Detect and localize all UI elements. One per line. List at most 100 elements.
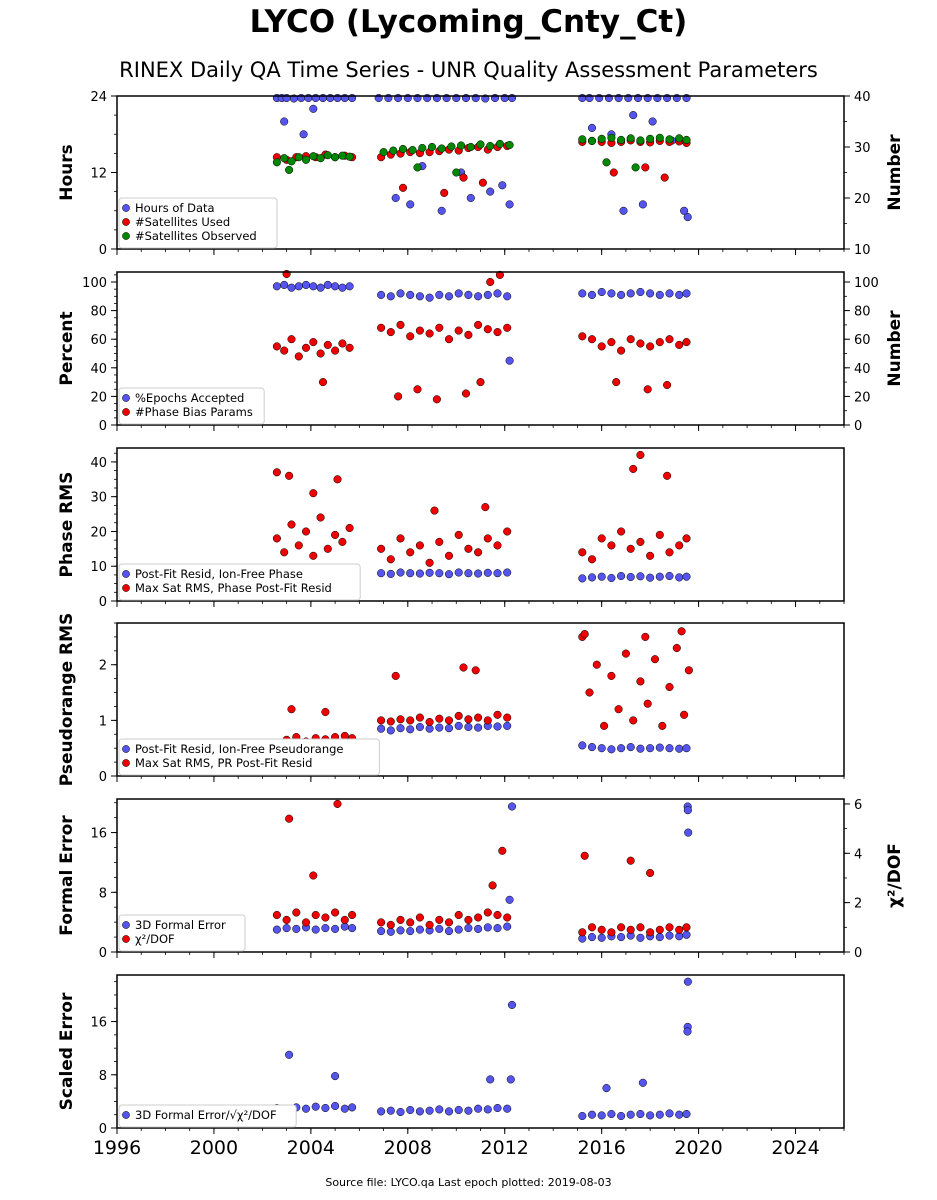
data-point-series2 <box>578 548 587 557</box>
data-point-series2 <box>629 716 638 725</box>
data-point-series1 <box>377 290 386 299</box>
data-point-series3 <box>418 143 427 153</box>
data-point-series1 <box>272 925 281 934</box>
legend-marker <box>122 204 130 212</box>
data-point-series3 <box>389 146 398 155</box>
data-point-series2 <box>316 513 325 522</box>
data-point-series2 <box>386 555 395 564</box>
data-point-series2 <box>309 871 318 880</box>
data-point-series2 <box>396 915 405 924</box>
data-point-series1 <box>406 725 415 734</box>
data-point-series1 <box>493 924 502 933</box>
data-point-series2 <box>621 649 630 658</box>
data-point-series1 <box>316 283 325 292</box>
data-point-series2 <box>440 188 449 197</box>
data-point-series2 <box>626 856 635 865</box>
data-point-series1 <box>483 923 492 932</box>
y-tick-label: 20 <box>90 525 107 540</box>
data-point-series2 <box>636 450 645 460</box>
data-point-series1 <box>406 200 415 209</box>
data-point-series2 <box>285 814 294 823</box>
data-point-series1 <box>682 1109 691 1119</box>
y-axis-label: Pseudorange RMS <box>57 613 77 787</box>
y-axis-label: Percent <box>57 311 77 385</box>
data-point-series2 <box>464 915 473 924</box>
data-point-series2 <box>340 915 349 924</box>
data-point-series2 <box>677 627 686 636</box>
data-point-series1 <box>435 290 444 299</box>
legend-marker <box>122 232 130 240</box>
data-point-series3 <box>607 133 616 142</box>
y-tick-label: 80 <box>90 305 107 320</box>
data-point-series3 <box>655 133 664 142</box>
data-point-series2 <box>626 335 635 344</box>
data-point-series1 <box>386 726 395 735</box>
data-point-series1 <box>435 569 444 578</box>
data-point-series1 <box>503 292 512 301</box>
data-point-series2 <box>493 710 502 719</box>
legend-marker <box>122 570 130 578</box>
y-tick-label: 0 <box>99 770 107 785</box>
plot-frame <box>116 95 845 250</box>
data-point-series2 <box>675 925 684 934</box>
legend-label: %Epochs Accepted <box>135 391 244 405</box>
data-point-series1 <box>464 1106 473 1115</box>
data-point-series1 <box>587 573 597 582</box>
y-right-tick-label: 30 <box>854 141 871 156</box>
data-point-series3 <box>437 144 446 153</box>
legend-marker <box>122 218 130 226</box>
data-point-series2 <box>646 928 655 937</box>
y-right-tick-label: 2 <box>854 897 862 912</box>
data-point-series2 <box>285 471 294 480</box>
data-point-series1 <box>597 933 606 942</box>
data-point-series2 <box>406 918 415 927</box>
data-point-series3 <box>285 165 294 174</box>
data-point-series2 <box>617 346 626 355</box>
data-point-series3 <box>617 135 626 144</box>
data-point-series2 <box>282 915 291 924</box>
data-point-series1 <box>646 744 655 753</box>
y-tick-label: 0 <box>99 419 107 434</box>
data-point-series2 <box>655 925 664 934</box>
data-point-series2 <box>301 343 311 352</box>
data-point-series1 <box>626 289 635 298</box>
y-right-tick-label: 100 <box>854 276 879 291</box>
data-point-series2 <box>415 541 424 550</box>
data-point-series2 <box>474 713 483 722</box>
data-point-series3 <box>626 134 635 143</box>
legend-label: χ²/DOF <box>135 932 175 946</box>
data-point-series2 <box>415 913 424 922</box>
data-point-series1 <box>483 568 492 577</box>
y-tick-label: 30 <box>90 491 107 506</box>
data-point-series1 <box>655 743 664 752</box>
y-right-tick-label: 80 <box>854 305 871 320</box>
data-point-series2 <box>435 537 444 546</box>
data-point-series2 <box>646 868 655 878</box>
data-point-series2 <box>658 721 667 730</box>
data-point-series3 <box>486 141 495 151</box>
data-point-series1 <box>425 293 434 302</box>
data-point-series1 <box>377 724 386 733</box>
data-point-series2 <box>600 721 609 730</box>
data-point-series2 <box>461 389 471 398</box>
data-point-series1 <box>597 744 606 753</box>
data-point-series2 <box>454 711 463 720</box>
data-point-series1 <box>444 927 454 936</box>
data-point-series1 <box>505 895 514 904</box>
data-point-series2 <box>650 655 660 664</box>
data-point-series1 <box>607 1109 616 1119</box>
data-point-series1 <box>507 1000 517 1009</box>
y-tick-label: 100 <box>82 276 107 291</box>
data-point-series1 <box>617 744 626 753</box>
data-point-series2 <box>345 523 354 533</box>
data-point-series1 <box>683 1027 692 1036</box>
data-point-series1 <box>655 1110 664 1119</box>
legend-label: Max Sat RMS, Phase Post-Fit Resid <box>135 581 332 595</box>
data-point-series1 <box>578 289 587 298</box>
data-point-series3 <box>301 155 311 164</box>
data-point-series3 <box>323 151 332 160</box>
data-point-series2 <box>348 910 357 920</box>
data-point-series1 <box>464 722 473 732</box>
data-point-series1 <box>636 1109 645 1119</box>
y-tick-label: 24 <box>90 90 107 105</box>
